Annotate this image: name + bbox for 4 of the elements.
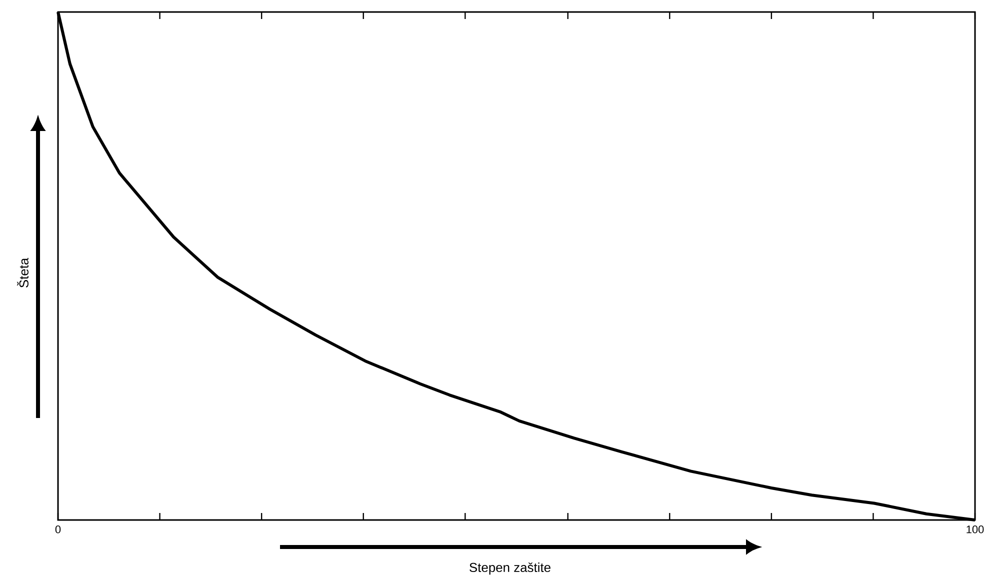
y-axis-title: Šteta — [17, 258, 28, 288]
x-axis-title: Stepen zaštite — [470, 562, 550, 575]
x-tick-label: 100 — [966, 526, 984, 534]
x-tick-label: 0 — [55, 526, 61, 534]
